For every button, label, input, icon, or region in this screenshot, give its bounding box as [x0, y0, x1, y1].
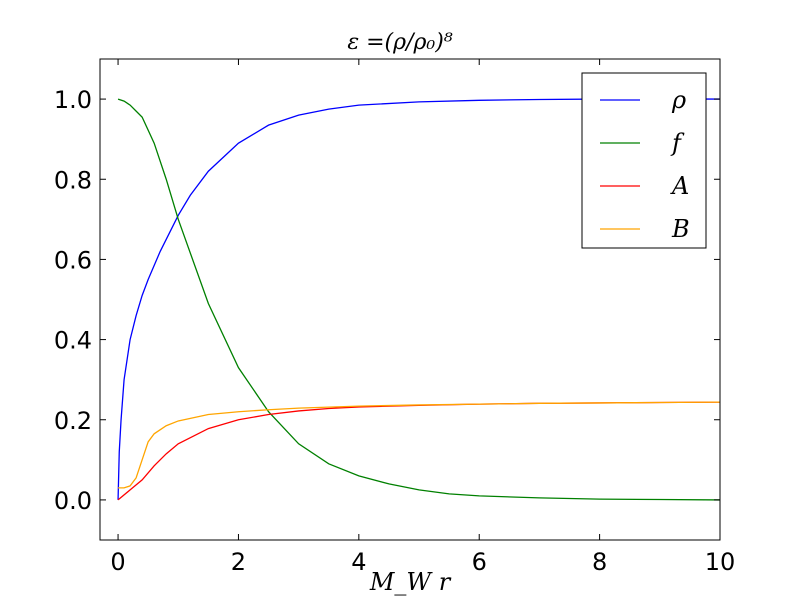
x-tick-label: 2	[231, 548, 246, 576]
chart-title: ε =(ρ/ρ₀)⁸	[347, 30, 452, 55]
legend-label-4: B	[671, 215, 690, 243]
y-tick-label: 0.8	[54, 166, 92, 194]
y-axis-ticks: 0.0 0.2 0.4 0.6 0.8 1.0	[54, 86, 720, 515]
y-tick-label: 0.0	[54, 487, 92, 515]
x-tick-label: 4	[351, 548, 366, 576]
legend-label-1: ρ	[671, 86, 686, 114]
series-line-4	[118, 401, 720, 489]
series-layer	[117, 98, 720, 501]
x-tick-label: 10	[705, 548, 736, 576]
x-tick-label: 0	[110, 548, 125, 576]
y-tick-label: 1.0	[54, 86, 92, 114]
x-axis-label: M_W r	[369, 568, 452, 596]
x-axis-ticks: 0 2 4 6 8 10	[110, 59, 735, 576]
series-line-2	[117, 98, 720, 501]
legend-label-3: A	[670, 172, 689, 200]
x-tick-label: 6	[472, 548, 487, 576]
legend-box	[581, 72, 707, 249]
y-tick-label: 0.4	[54, 327, 92, 355]
y-tick-label: 0.2	[54, 407, 92, 435]
series-line-1	[117, 98, 720, 500]
x-tick-label: 8	[592, 548, 607, 576]
y-tick-label: 0.6	[54, 246, 92, 274]
plot-frame	[99, 58, 721, 541]
